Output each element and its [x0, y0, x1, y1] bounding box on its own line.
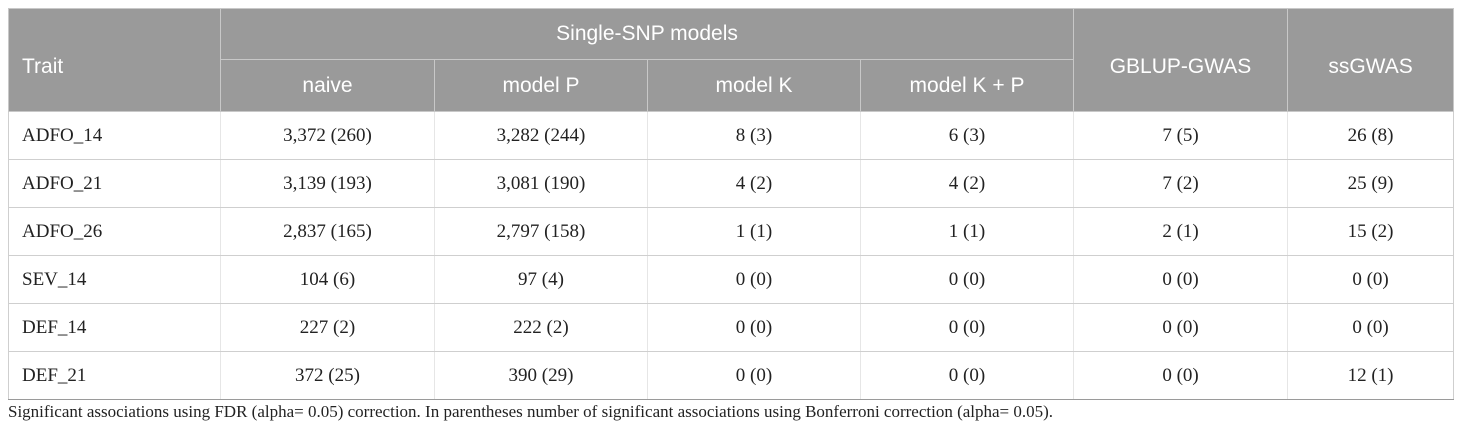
trait-cell: DEF_21: [8, 351, 221, 400]
naive-cell: 3,139 (193): [220, 159, 435, 208]
gblup-gwas-cell: 0 (0): [1073, 255, 1289, 304]
trait-cell: SEV_14: [8, 255, 221, 304]
model-p-cell: 2,797 (158): [434, 207, 648, 256]
ssgwas-cell: 0 (0): [1287, 303, 1455, 352]
model-k-plus-p-cell: 0 (0): [859, 303, 1075, 352]
ssgwas-cell: 0 (0): [1287, 255, 1455, 304]
model-k-cell: 0 (0): [647, 351, 861, 400]
results-table-container: Trait Single-SNP models GBLUP-GWAS ssGWA…: [8, 8, 1455, 400]
ssgwas-cell: 26 (8): [1287, 111, 1455, 160]
trait-cell: ADFO_21: [8, 159, 221, 208]
ssgwas-cell: 15 (2): [1287, 207, 1455, 256]
table-row: DEF_14 227 (2) 222 (2) 0 (0) 0 (0) 0 (0)…: [8, 303, 1455, 352]
gblup-gwas-cell: 0 (0): [1073, 303, 1289, 352]
ssgwas-cell: 25 (9): [1287, 159, 1455, 208]
table-body: ADFO_14 3,372 (260) 3,282 (244) 8 (3) 6 …: [8, 111, 1455, 400]
model-k-plus-p-cell: 6 (3): [859, 111, 1075, 160]
model-p-cell: 390 (29): [434, 351, 648, 400]
trait-cell: DEF_14: [8, 303, 221, 352]
table-header: Trait Single-SNP models GBLUP-GWAS ssGWA…: [8, 8, 1455, 112]
header-ssgwas: ssGWAS: [1287, 8, 1455, 112]
model-k-plus-p-cell: 4 (2): [859, 159, 1075, 208]
gblup-gwas-cell: 0 (0): [1073, 351, 1289, 400]
significant-associations-table: Trait Single-SNP models GBLUP-GWAS ssGWA…: [8, 8, 1455, 400]
gblup-gwas-cell: 2 (1): [1073, 207, 1289, 256]
trait-cell: ADFO_26: [8, 207, 221, 256]
header-model-k: model K: [647, 59, 861, 112]
naive-cell: 3,372 (260): [220, 111, 435, 160]
model-k-plus-p-cell: 0 (0): [859, 351, 1075, 400]
gblup-gwas-cell: 7 (2): [1073, 159, 1289, 208]
model-k-cell: 1 (1): [647, 207, 861, 256]
header-naive: naive: [220, 59, 435, 112]
model-p-cell: 3,081 (190): [434, 159, 648, 208]
table-row: ADFO_21 3,139 (193) 3,081 (190) 4 (2) 4 …: [8, 159, 1455, 208]
header-model-p: model P: [434, 59, 648, 112]
model-k-cell: 0 (0): [647, 303, 861, 352]
model-p-cell: 3,282 (244): [434, 111, 648, 160]
naive-cell: 227 (2): [220, 303, 435, 352]
table-row: SEV_14 104 (6) 97 (4) 0 (0) 0 (0) 0 (0) …: [8, 255, 1455, 304]
table-row: ADFO_14 3,372 (260) 3,282 (244) 8 (3) 6 …: [8, 111, 1455, 160]
naive-cell: 372 (25): [220, 351, 435, 400]
model-k-cell: 4 (2): [647, 159, 861, 208]
model-k-plus-p-cell: 1 (1): [859, 207, 1075, 256]
header-trait: Trait: [8, 8, 221, 112]
header-row-top: Trait Single-SNP models GBLUP-GWAS ssGWA…: [8, 8, 1455, 112]
naive-cell: 2,837 (165): [220, 207, 435, 256]
table-row: ADFO_26 2,837 (165) 2,797 (158) 1 (1) 1 …: [8, 207, 1455, 256]
header-row-sub: naive model P model K model K + P: [9, 59, 1454, 112]
naive-cell: 104 (6): [220, 255, 435, 304]
header-model-k-plus-p: model K + P: [859, 59, 1075, 112]
model-p-cell: 97 (4): [434, 255, 648, 304]
gblup-gwas-cell: 7 (5): [1073, 111, 1289, 160]
header-single-snp-models: Single-SNP models: [219, 8, 1075, 60]
ssgwas-cell: 12 (1): [1287, 351, 1455, 400]
model-k-plus-p-cell: 0 (0): [859, 255, 1075, 304]
trait-cell: ADFO_14: [8, 111, 221, 160]
table-row: DEF_21 372 (25) 390 (29) 0 (0) 0 (0) 0 (…: [8, 351, 1455, 400]
model-p-cell: 222 (2): [434, 303, 648, 352]
header-gblup-gwas: GBLUP-GWAS: [1073, 8, 1289, 112]
table-footnote: Significant associations using FDR (alph…: [8, 402, 1054, 421]
model-k-cell: 8 (3): [647, 111, 861, 160]
model-k-cell: 0 (0): [647, 255, 861, 304]
